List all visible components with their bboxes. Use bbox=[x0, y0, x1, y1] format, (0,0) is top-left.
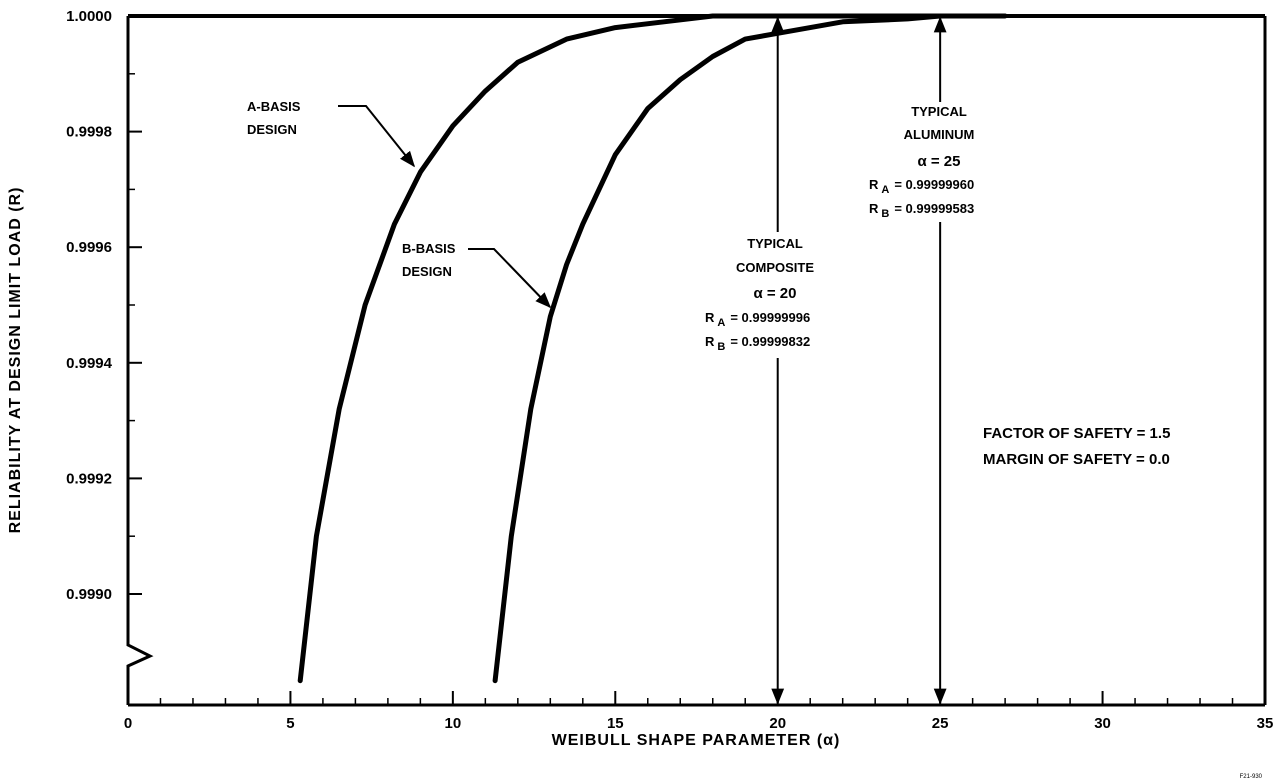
svg-text:COMPOSITE: COMPOSITE bbox=[736, 260, 814, 275]
reference-lines bbox=[771, 16, 947, 705]
x-axis-ticks: 0 5 10 15 20 25 30 35 bbox=[124, 691, 1274, 732]
x-tick-label: 25 bbox=[932, 715, 949, 732]
x-axis-title: WEIBULL SHAPE PARAMETER (α) bbox=[552, 732, 841, 749]
y-tick-label: 0.9996 bbox=[66, 239, 112, 256]
y-tick-label: 0.9992 bbox=[66, 470, 112, 487]
composite-annotation: TYPICAL COMPOSITE α = 20 R A = 0.99999996 … bbox=[705, 236, 814, 353]
y-axis-with-break bbox=[126, 16, 154, 705]
aluminum-ra: R A = 0.99999960 bbox=[869, 177, 974, 196]
b-basis-curve bbox=[492, 13, 1008, 684]
b-basis-annotation: B-BASIS DESIGN bbox=[402, 241, 552, 309]
factor-of-safety-note: FACTOR OF SAFETY = 1.5 bbox=[983, 425, 1170, 442]
y-tick-label: 0.9998 bbox=[66, 124, 112, 141]
b-basis-leader-arrow bbox=[468, 248, 552, 309]
a-basis-curve bbox=[297, 13, 943, 684]
x-tick-label: 30 bbox=[1094, 715, 1111, 732]
y-axis-ticks: 1.0000 0.9998 0.9996 0.9994 0.9992 0.9990 bbox=[66, 8, 142, 603]
svg-text:DESIGN: DESIGN bbox=[402, 264, 452, 279]
x-tick-label: 10 bbox=[445, 715, 462, 732]
svg-text:TYPICAL: TYPICAL bbox=[747, 236, 803, 251]
y-tick-label: 0.9990 bbox=[66, 586, 112, 603]
svg-text:A-BASIS: A-BASIS bbox=[247, 99, 301, 114]
x-tick-label: 15 bbox=[607, 715, 624, 732]
composite-rb: R B = 0.99999832 bbox=[705, 334, 810, 353]
svg-text:DESIGN: DESIGN bbox=[247, 122, 297, 137]
a-basis-annotation: A-BASIS DESIGN bbox=[247, 99, 415, 168]
x-tick-label: 35 bbox=[1257, 715, 1274, 732]
svg-text:TYPICAL: TYPICAL bbox=[911, 104, 967, 119]
svg-text:B-BASIS: B-BASIS bbox=[402, 241, 456, 256]
x-tick-label: 5 bbox=[286, 715, 294, 732]
margin-of-safety-note: MARGIN OF SAFETY = 0.0 bbox=[983, 451, 1170, 468]
plot-frame bbox=[126, 14, 1267, 707]
x-tick-label: 20 bbox=[769, 715, 786, 732]
aluminum-rb: R B = 0.99999583 bbox=[869, 201, 974, 220]
y-minor-ticks bbox=[128, 73, 135, 537]
y-tick-label: 1.0000 bbox=[66, 8, 112, 25]
x-tick-label: 0 bbox=[124, 715, 132, 732]
svg-text:α = 25: α = 25 bbox=[917, 153, 960, 170]
figure-id: F21-930 bbox=[1240, 774, 1263, 780]
data-series bbox=[297, 13, 1008, 684]
svg-text:α = 20: α = 20 bbox=[753, 285, 796, 302]
svg-text:ALUMINUM: ALUMINUM bbox=[904, 127, 975, 142]
y-tick-label: 0.9994 bbox=[66, 355, 113, 372]
aluminum-annotation: TYPICAL ALUMINUM α = 25 R A = 0.99999960 R… bbox=[869, 104, 974, 220]
composite-ra: R A = 0.99999996 bbox=[705, 310, 810, 329]
a-basis-leader-arrow bbox=[338, 105, 415, 168]
y-axis-title: RELIABILITY AT DESIGN LIMIT LOAD (R) bbox=[7, 187, 24, 534]
